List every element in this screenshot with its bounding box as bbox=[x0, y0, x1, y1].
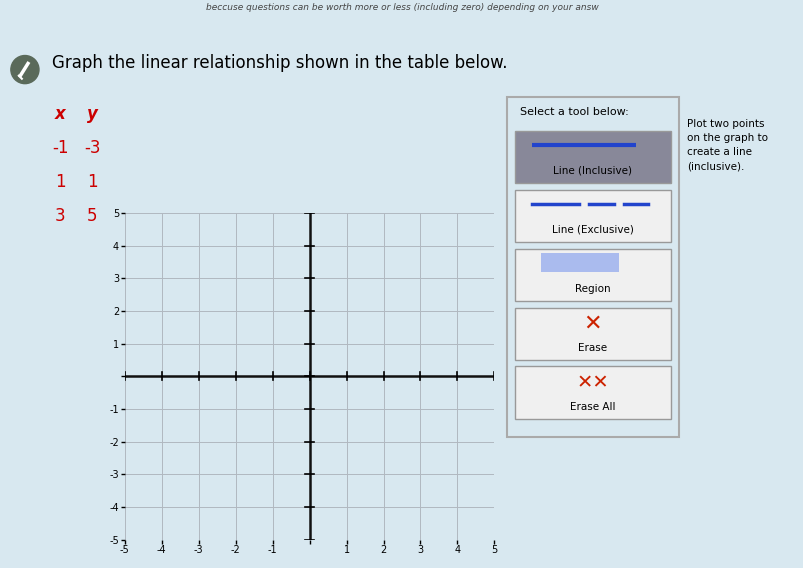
Bar bbox=[515, 307, 670, 360]
Text: Erase: Erase bbox=[577, 343, 607, 353]
Text: beccuse questions can be worth more or less (including zero) depending on your a: beccuse questions can be worth more or l… bbox=[206, 3, 597, 12]
Text: 1: 1 bbox=[55, 173, 66, 191]
Text: -1: -1 bbox=[52, 139, 68, 157]
Text: Region: Region bbox=[574, 284, 610, 294]
Text: Line (Inclusive): Line (Inclusive) bbox=[552, 166, 632, 176]
Text: -3: -3 bbox=[84, 139, 100, 157]
Bar bbox=[515, 190, 670, 243]
Bar bbox=[515, 249, 670, 302]
Text: ✕✕: ✕✕ bbox=[576, 373, 609, 392]
Text: Select a tool below:: Select a tool below: bbox=[520, 107, 628, 117]
Text: Plot two points
on the graph to
create a line
(inclusive).: Plot two points on the graph to create a… bbox=[687, 119, 768, 172]
Text: 1: 1 bbox=[87, 173, 98, 191]
Text: ✕: ✕ bbox=[583, 314, 601, 334]
Text: Erase All: Erase All bbox=[569, 402, 615, 412]
Text: Graph the linear relationship shown in the table below.: Graph the linear relationship shown in t… bbox=[52, 54, 507, 72]
Text: Line (Exclusive): Line (Exclusive) bbox=[552, 225, 633, 235]
Bar bbox=[515, 131, 670, 183]
Text: y: y bbox=[87, 105, 98, 123]
Text: 3: 3 bbox=[55, 207, 66, 225]
Text: x: x bbox=[55, 105, 66, 123]
Bar bbox=[515, 366, 670, 419]
Bar bbox=[540, 253, 618, 272]
Circle shape bbox=[11, 56, 39, 83]
Text: 5: 5 bbox=[87, 207, 98, 225]
